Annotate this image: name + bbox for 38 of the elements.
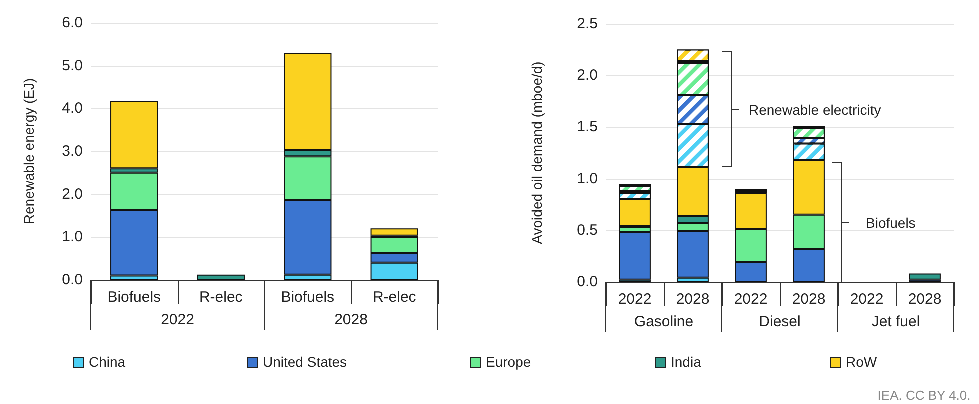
annotation: Biofuels [866,214,916,233]
x-tick-label: 2028 [908,291,942,308]
text: 2022 [161,312,194,328]
y-tick-label: 1.0 [577,170,598,188]
y-tick-label: 4.0 [62,100,83,118]
text: IEA. CC BY 4.0. [878,388,971,403]
y-tick-label: 3.0 [62,143,83,160]
x-tick-label: R-elec [372,289,417,306]
y-tick-label: 1.0 [62,228,83,246]
y-tick-label: 5.0 [62,57,83,74]
text: Diesel [759,314,801,330]
x-tick-label: Biofuels [281,289,335,306]
y-axis-title: Renewable energy (EJ) [21,78,37,225]
x-tick-label: 2028 [676,291,710,308]
x-tick-label: 2028 [792,291,826,308]
x-tick-label: 2022 [850,291,884,308]
legend-label: Europe [486,354,532,370]
legend-label: United States [263,354,348,370]
y-tick-label: 1.5 [577,118,598,136]
y-tick-label: 0.0 [62,272,83,288]
y-tick-label: 2.0 [577,67,598,84]
annotation: Renewable electricity [749,100,882,120]
x-tick-label: 2022 [618,291,652,308]
y-tick-label: 2.0 [62,186,83,203]
y-tick-label: 2.5 [577,16,598,32]
text: Gasoline [634,314,694,330]
x-tick-label: 2022 [734,291,768,308]
y-tick-label: 6.0 [62,14,83,32]
y-axis-title: Avoided oil demand (mboe/d) [529,62,545,244]
text: Jet fuel [872,314,920,330]
x-tick-label: R-elec [199,289,244,306]
legend-label: RoW [846,354,878,370]
text: 2028 [334,312,368,328]
legend-label: China [89,354,126,370]
legend-label: India [671,354,702,370]
y-tick-label: 0.0 [577,274,598,290]
x-tick-label: Biofuels [108,289,162,306]
y-tick-label: 0.5 [577,222,598,239]
